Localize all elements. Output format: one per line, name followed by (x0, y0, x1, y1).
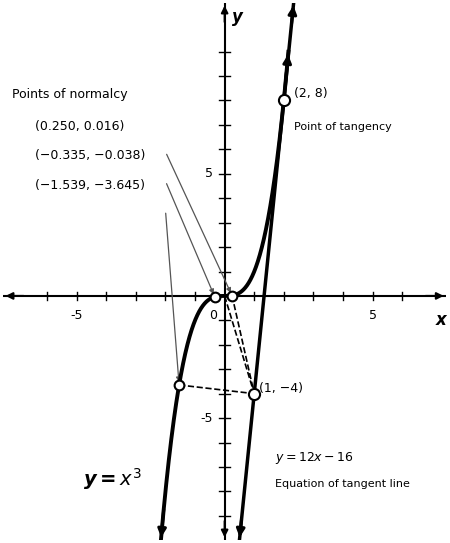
Text: $\boldsymbol{y = x^3}$: $\boldsymbol{y = x^3}$ (83, 466, 142, 492)
Text: x: x (435, 311, 446, 329)
Text: (1, −4): (1, −4) (259, 382, 303, 395)
Text: -5: -5 (200, 412, 213, 425)
Text: 5: 5 (369, 310, 377, 323)
Text: (2, 8): (2, 8) (294, 87, 328, 100)
Text: Equation of tangent line: Equation of tangent line (275, 479, 410, 489)
Text: (0.250, 0.016): (0.250, 0.016) (35, 120, 125, 133)
Text: $y = 12x - 16$: $y = 12x - 16$ (275, 450, 354, 466)
Text: Points of normalcy: Points of normalcy (12, 89, 127, 102)
Text: Point of tangency: Point of tangency (294, 123, 392, 132)
Text: y: y (232, 8, 243, 26)
Text: -5: -5 (71, 310, 83, 323)
Text: (−1.539, −3.645): (−1.539, −3.645) (35, 179, 145, 192)
Text: (−0.335, −0.038): (−0.335, −0.038) (35, 149, 146, 162)
Text: 0: 0 (209, 310, 217, 323)
Text: 5: 5 (205, 167, 213, 180)
